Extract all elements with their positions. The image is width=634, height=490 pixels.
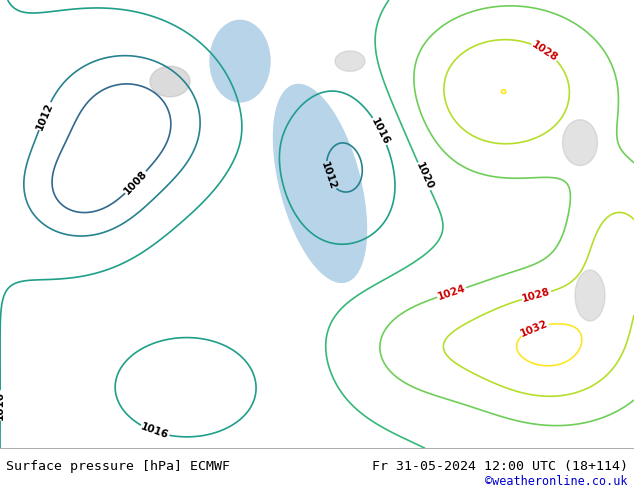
Text: 1016: 1016 [369, 116, 391, 146]
Text: 1028: 1028 [530, 39, 560, 63]
Text: Surface pressure [hPa] ECMWF: Surface pressure [hPa] ECMWF [6, 460, 230, 473]
Text: 1020: 1020 [413, 161, 435, 192]
Text: 1028: 1028 [521, 287, 552, 304]
Text: 1008: 1008 [122, 169, 150, 196]
Text: ©weatheronline.co.uk: ©weatheronline.co.uk [485, 475, 628, 488]
Text: 1032: 1032 [519, 318, 550, 339]
Text: 1016: 1016 [139, 422, 170, 441]
Text: 1012: 1012 [319, 161, 337, 192]
Ellipse shape [210, 21, 270, 102]
Ellipse shape [575, 270, 605, 321]
Ellipse shape [150, 66, 190, 97]
Text: 1024: 1024 [436, 283, 467, 302]
Text: 1012: 1012 [34, 100, 55, 131]
Ellipse shape [562, 120, 597, 166]
Text: 1016: 1016 [0, 391, 5, 420]
Text: Fr 31-05-2024 12:00 UTC (18+114): Fr 31-05-2024 12:00 UTC (18+114) [372, 460, 628, 473]
Ellipse shape [335, 51, 365, 72]
Ellipse shape [273, 84, 366, 282]
